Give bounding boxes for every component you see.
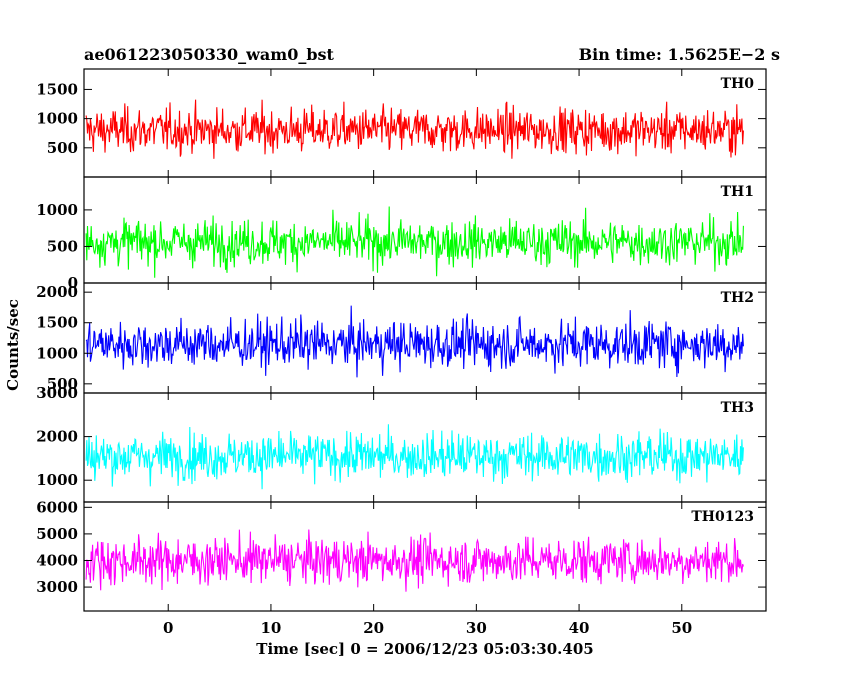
y-tick-label: 3000: [36, 384, 78, 402]
x-axis-title: Time [sec] 0 = 2006/12/23 05:03:30.405: [256, 640, 593, 658]
y-tick-label: 5000: [36, 525, 78, 543]
y-tick-label: 500: [47, 139, 78, 157]
y-axis-title: Counts/sec: [4, 299, 22, 391]
x-tick-label: 30: [466, 619, 487, 637]
y-tick-label: 1000: [36, 201, 78, 219]
panel-label-th3: TH3: [721, 400, 754, 416]
x-axis: 0 10 20 30 40 50: [163, 619, 692, 637]
series-line-th2: [85, 305, 744, 378]
x-tick-label: 20: [363, 619, 384, 637]
y-tick-label: 3000: [36, 578, 78, 596]
y-tick-label: 4000: [36, 551, 78, 569]
series-line-th1: [85, 206, 744, 278]
panels: 500 1000 1500 TH0 0 500 1000 TH1 500 1000 1500 2000…: [36, 68, 767, 612]
y-tick-label: 6000: [36, 498, 78, 516]
chart-title: ae061223050330_wam0_bst: [84, 45, 335, 64]
y-tick-label: 1000: [36, 110, 78, 128]
panel-th0123: 3000 4000 5000 6000 TH0123: [36, 498, 767, 612]
series-line-th3: [85, 424, 744, 490]
x-tick-label: 0: [163, 619, 173, 637]
panel-frame: [83, 501, 767, 612]
y-tick-label: 1500: [36, 314, 78, 332]
panel-label-th1: TH1: [721, 184, 754, 200]
y-tick-label: 2000: [36, 283, 78, 301]
y-tick-label: 500: [47, 237, 78, 255]
panel-label-th2: TH2: [721, 290, 754, 306]
panel-th1: 0 500 1000 TH1: [36, 176, 767, 292]
series-line-th0123: [85, 529, 744, 592]
y-tick-label: 1000: [36, 471, 78, 489]
panel-th2: 500 1000 1500 2000 TH2: [36, 282, 767, 394]
panel-frame: [83, 68, 767, 178]
y-tick-label: 1500: [36, 80, 78, 98]
series-line-th0: [85, 99, 744, 159]
panel-label-th0: TH0: [721, 76, 755, 92]
y-tick-label: 2000: [36, 428, 78, 446]
x-tick-label: 40: [569, 619, 590, 637]
bin-time-label: Bin time: 1.5625E−2 s: [579, 45, 780, 64]
y-tick-label: 0: [68, 274, 78, 292]
y-tick-label: 500: [47, 375, 78, 393]
x-tick-label: 10: [260, 619, 281, 637]
x-tick-label: 50: [671, 619, 692, 637]
y-tick-label: 1000: [36, 344, 78, 362]
panel-frame: [83, 176, 767, 284]
panel-th0: 500 1000 1500 TH0: [36, 68, 767, 178]
panel-th3: 1000 2000 3000 TH3: [36, 384, 767, 503]
panel-label-th0123: TH0123: [691, 509, 754, 525]
